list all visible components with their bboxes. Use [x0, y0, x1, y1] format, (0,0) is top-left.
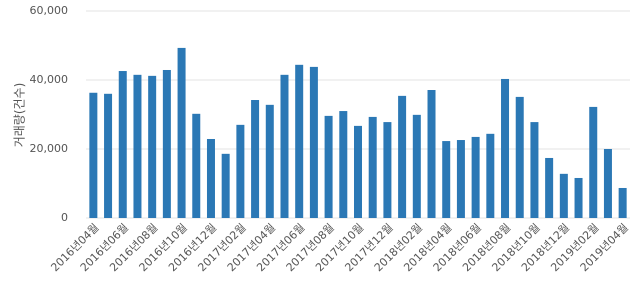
bar — [89, 92, 98, 218]
y-tick-label: 20,000 — [30, 142, 69, 155]
bar — [324, 115, 333, 218]
bar — [368, 116, 377, 218]
y-tick-label: 0 — [61, 211, 68, 224]
bar — [501, 78, 510, 218]
bar — [221, 153, 230, 218]
bar — [236, 124, 245, 218]
bar — [104, 93, 113, 218]
bar — [515, 96, 524, 218]
y-tick-label: 40,000 — [30, 73, 69, 86]
bar — [486, 133, 495, 218]
bar — [177, 47, 186, 218]
bar — [309, 66, 318, 218]
bar — [192, 113, 201, 218]
bar — [206, 138, 215, 218]
bar — [339, 111, 348, 218]
bar — [456, 140, 465, 218]
bar — [133, 74, 142, 218]
bar — [427, 90, 436, 218]
y-axis-title: 거래량(건수) — [13, 83, 27, 148]
bar — [118, 71, 127, 218]
bar — [265, 104, 274, 218]
bar — [603, 149, 612, 218]
bar — [442, 141, 451, 218]
bar — [398, 95, 407, 218]
bar — [559, 173, 568, 218]
bar — [251, 100, 260, 218]
bar — [354, 125, 362, 218]
bar — [618, 187, 627, 218]
bar — [545, 157, 554, 218]
bar — [162, 69, 171, 219]
bar — [589, 106, 598, 218]
bar — [471, 136, 480, 218]
bar — [280, 74, 289, 218]
bar — [574, 177, 583, 218]
bar — [148, 75, 157, 218]
bar — [530, 122, 539, 218]
bar — [295, 64, 304, 218]
bar — [412, 114, 421, 218]
bar — [383, 122, 392, 218]
y-tick-label: 60,000 — [30, 4, 69, 17]
